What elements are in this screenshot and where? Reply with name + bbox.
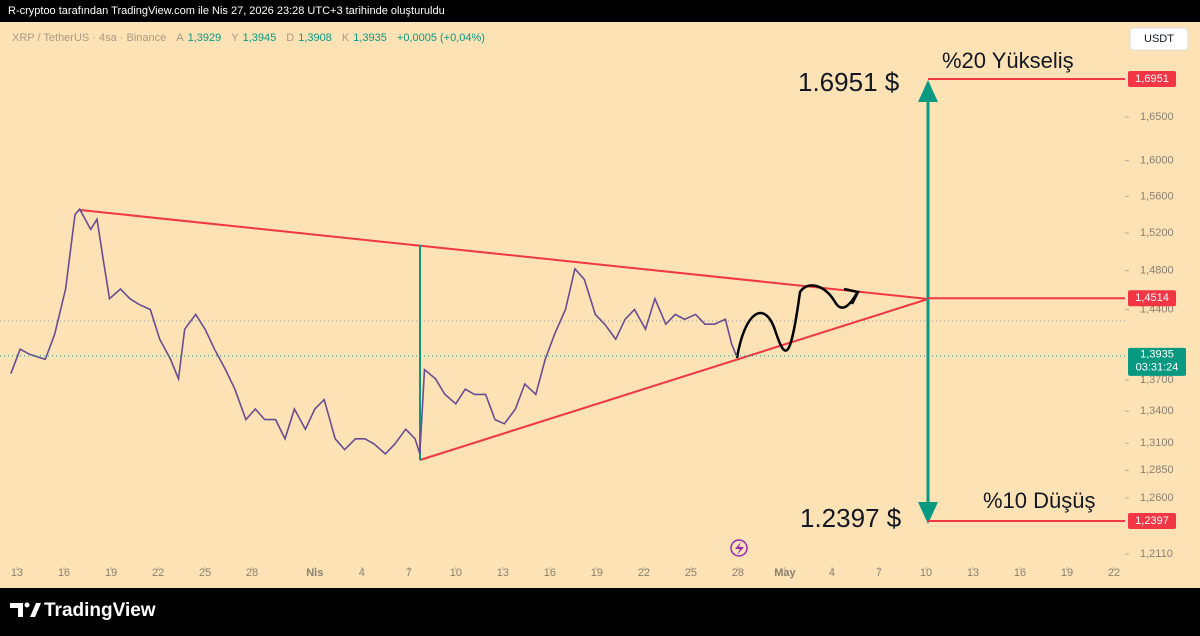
level-tag <box>1128 71 1176 88</box>
x-tick-label: 19 <box>591 567 603 579</box>
y-tick-label: 1,5600 <box>1140 190 1174 202</box>
x-tick-label: 4 <box>829 567 835 579</box>
x-tick-label: 16 <box>1014 567 1026 579</box>
x-tick-label: 22 <box>152 567 164 579</box>
y-tick-label: 1,6000 <box>1140 155 1174 167</box>
x-tick-label: 22 <box>1108 567 1120 579</box>
x-tick-label: 13 <box>497 567 509 579</box>
level-label: 1,2397 <box>1135 515 1169 527</box>
annotation-rise: %20 Yükseliş <box>942 48 1074 73</box>
ohlc-label: K <box>341 32 350 44</box>
range-arrow <box>918 80 938 524</box>
level-label: 1,6951 <box>1135 73 1169 85</box>
y-tick-label: 1,3100 <box>1140 437 1174 449</box>
last-price-tag <box>1128 347 1186 376</box>
price-line <box>10 207 738 456</box>
countdown: 03:31:24 <box>1136 362 1179 374</box>
header-bar <box>0 0 1200 22</box>
change: +0,0005 (+0,04%) <box>396 32 485 44</box>
y-tick-label: 1,6500 <box>1140 111 1174 123</box>
ohlc-label: Y <box>231 32 239 44</box>
y-tick-label: 1,2850 <box>1140 464 1174 476</box>
x-tick-label: 10 <box>920 567 932 579</box>
currency-button[interactable] <box>1129 27 1189 51</box>
event-icon[interactable] <box>730 539 748 557</box>
x-tick-label: 7 <box>406 567 412 579</box>
x-tick-label: 19 <box>105 567 117 579</box>
trendline-lower <box>419 298 929 461</box>
symbol: XRP / TetherUS · 4sa · Binance <box>12 32 167 44</box>
x-tick-label: 4 <box>359 567 365 579</box>
projection-arrow <box>735 284 860 359</box>
x-tick-label: 28 <box>732 567 744 579</box>
x-tick-label: 25 <box>199 567 211 579</box>
x-tick-label: May <box>774 567 796 579</box>
x-tick-label: 16 <box>58 567 70 579</box>
brand-name: TradingView <box>44 600 156 621</box>
ohlc-value: 1,3929 <box>187 32 222 44</box>
header-text: R-cryptoo tarafından TradingView.com ile… <box>8 5 445 17</box>
ohlc-label: D <box>286 32 295 44</box>
x-tick-label: 7 <box>876 567 882 579</box>
ohlc-value: 1,3908 <box>298 32 332 44</box>
annotation-fall-price: 1.2397 $ <box>800 503 902 533</box>
x-tick-label: 19 <box>1061 567 1073 579</box>
ohlc-label: A <box>176 32 184 44</box>
y-tick-label: 1,4400 <box>1140 303 1174 315</box>
x-tick-label: 13 <box>967 567 979 579</box>
level-label: 1,4514 <box>1135 292 1169 304</box>
x-tick-label: 10 <box>450 567 462 579</box>
y-tick-label: 1,3400 <box>1140 405 1174 417</box>
y-tick-label: 1,3700 <box>1140 374 1174 386</box>
x-tick-label: 13 <box>11 567 23 579</box>
y-tick-label: 1,5200 <box>1140 227 1174 239</box>
brand-logo <box>10 602 41 617</box>
y-tick-label: 1,2110 <box>1140 548 1173 560</box>
level-tag <box>1128 513 1176 530</box>
y-tick-label: 1,4800 <box>1140 265 1174 277</box>
ohlc-value: 1,3945 <box>242 32 277 44</box>
x-tick-label: 22 <box>638 567 650 579</box>
last-price-label: 1,3935 <box>1140 349 1174 361</box>
chart-bg <box>0 22 1200 588</box>
x-tick-label: 16 <box>544 567 556 579</box>
annotation-fall: %10 Düşüş <box>983 488 1096 513</box>
y-tick-label: 1,2600 <box>1140 492 1174 504</box>
footer-bar <box>0 588 1200 636</box>
legend: XRP / TetherUS · 4sa · Binance A 1,3929 Y… <box>12 32 491 44</box>
currency-label: USDT <box>1144 33 1174 45</box>
x-tick-label: 28 <box>246 567 258 579</box>
annotation-rise-price: 1.6951 $ <box>798 67 900 97</box>
trendline-upper <box>79 209 929 300</box>
x-tick-label: 25 <box>685 567 697 579</box>
x-tick-label: Nis <box>306 567 323 579</box>
ohlc-value: 1,3935 <box>353 32 387 44</box>
level-tag <box>1128 290 1176 307</box>
